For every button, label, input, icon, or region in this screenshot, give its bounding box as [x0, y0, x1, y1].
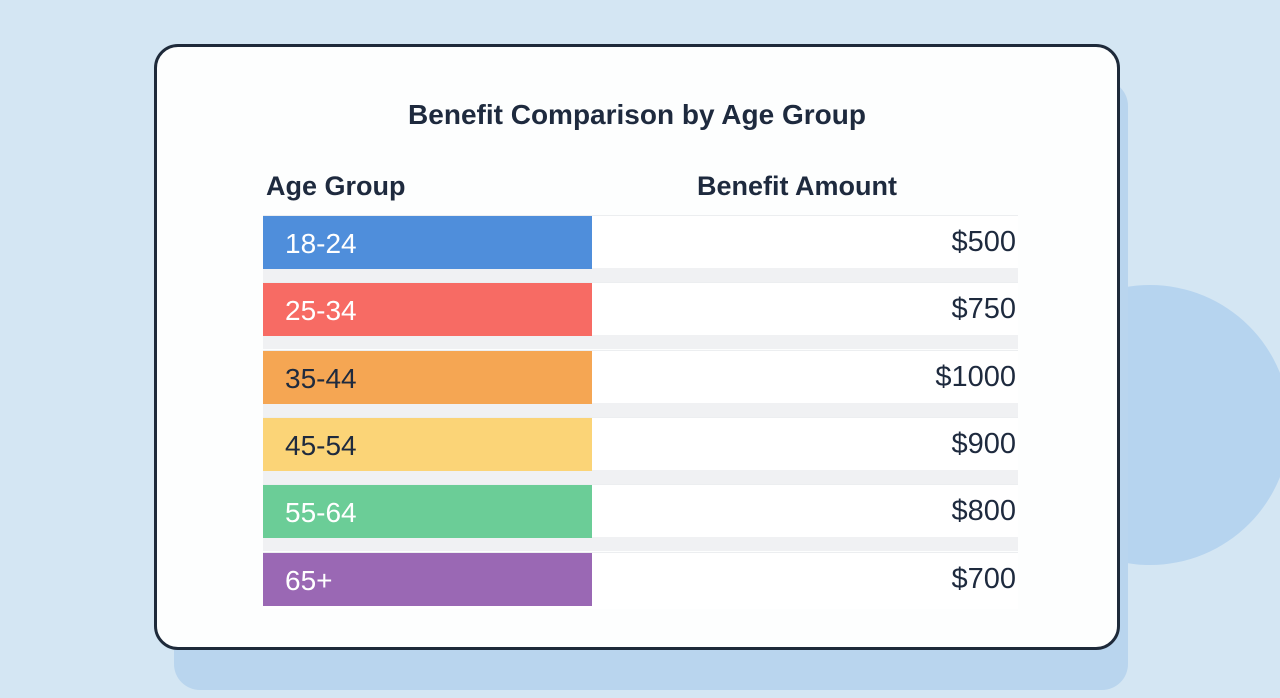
- table-row: 35-44 $1000: [263, 350, 1018, 417]
- age-group-label: 18-24: [285, 228, 357, 259]
- table-row: 25-34 $750: [263, 282, 1018, 349]
- age-group-color-bar: 35-44: [263, 351, 592, 404]
- age-group-label: 55-64: [285, 497, 357, 528]
- age-group-color-bar: 45-54: [263, 418, 592, 471]
- table-row: 55-64 $800: [263, 484, 1018, 551]
- row-separator: [263, 470, 1018, 484]
- row-separator: [263, 537, 1018, 551]
- column-header-age-group: Age Group: [266, 171, 406, 201]
- benefit-amount-value: $1000: [935, 361, 1016, 393]
- chart-card: Benefit Comparison by Age Group Age Grou…: [154, 44, 1120, 650]
- table-row: 45-54 $900: [263, 417, 1018, 484]
- age-group-color-bar: 55-64: [263, 485, 592, 538]
- age-group-label: 65+: [285, 565, 333, 596]
- table-row: 18-24 $500: [263, 215, 1018, 282]
- row-separator: [263, 335, 1018, 349]
- age-group-label: 25-34: [285, 295, 357, 326]
- age-group-color-bar: 25-34: [263, 283, 592, 336]
- row-separator: [263, 268, 1018, 282]
- row-separator: [263, 403, 1018, 417]
- table-row: 65+ $700: [263, 552, 1018, 609]
- benefit-amount-value: $500: [951, 226, 1016, 258]
- age-group-color-bar: 18-24: [263, 216, 592, 269]
- age-group-color-bar: 65+: [263, 553, 592, 606]
- column-header-benefit-amount: Benefit Amount: [697, 171, 897, 201]
- age-group-label: 35-44: [285, 363, 357, 394]
- benefit-amount-value: $750: [951, 293, 1016, 325]
- chart-title: Benefit Comparison by Age Group: [408, 99, 866, 130]
- benefit-amount-value: $700: [951, 563, 1016, 595]
- benefit-amount-value: $900: [951, 428, 1016, 460]
- age-group-label: 45-54: [285, 430, 357, 461]
- benefit-amount-value: $800: [951, 495, 1016, 527]
